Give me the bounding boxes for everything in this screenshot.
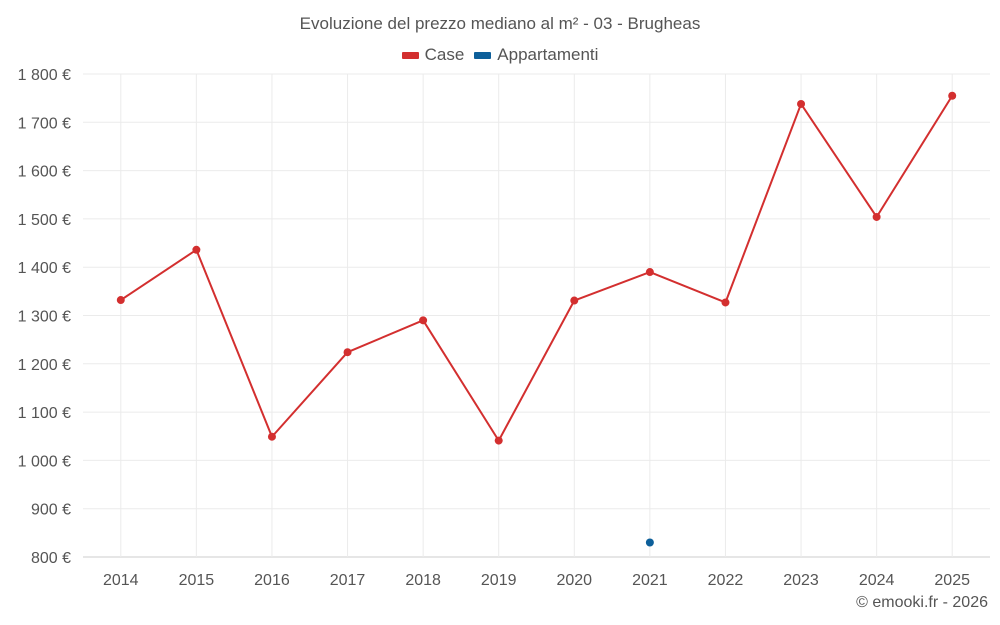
y-tick-label: 800 €: [31, 550, 71, 567]
series-line-case: [120, 95, 954, 442]
data-point-case[interactable]: [570, 296, 579, 305]
y-tick-label: 1 500 €: [18, 212, 71, 229]
data-point-case[interactable]: [494, 436, 503, 445]
x-tick-label: 2015: [179, 572, 215, 589]
x-tick-label: 2020: [556, 572, 592, 589]
data-point-appartamenti[interactable]: [645, 538, 654, 547]
legend-item-case[interactable]: Case: [401, 45, 465, 65]
data-point-case[interactable]: [267, 432, 276, 441]
chart-legend: Case Appartamenti: [0, 45, 1000, 65]
copyright-credit: © emooki.fr - 2026: [856, 594, 988, 611]
y-tick-label: 1 700 €: [18, 115, 71, 132]
legend-label-appartamenti: Appartamenti: [497, 45, 599, 64]
y-tick-label: 900 €: [31, 502, 71, 519]
x-tick-label: 2017: [330, 572, 366, 589]
legend-swatch-appartamenti: [474, 51, 492, 59]
x-tick-label: 2018: [405, 572, 441, 589]
y-tick-label: 1 200 €: [18, 357, 71, 374]
data-point-case[interactable]: [645, 268, 654, 277]
data-point-case[interactable]: [192, 245, 201, 254]
x-tick-label: 2016: [254, 572, 290, 589]
chart-title: Evoluzione del prezzo mediano al m² - 03…: [299, 14, 701, 33]
x-tick-label: 2019: [481, 572, 517, 589]
x-tick-label: 2025: [934, 572, 970, 589]
y-tick-label: 1 600 €: [18, 164, 71, 181]
x-tick-label: 2023: [783, 572, 819, 589]
data-point-case[interactable]: [721, 298, 730, 307]
legend-swatch-case: [401, 51, 419, 59]
x-tick-label: 2014: [103, 572, 139, 589]
data-point-case[interactable]: [116, 296, 125, 305]
data-point-case[interactable]: [797, 99, 806, 108]
x-tick-label: 2024: [859, 572, 895, 589]
y-tick-label: 1 000 €: [18, 453, 71, 470]
data-point-case[interactable]: [872, 212, 881, 221]
x-tick-label: 2022: [708, 572, 744, 589]
y-tick-label: 1 400 €: [18, 260, 71, 277]
legend-item-appartamenti[interactable]: Appartamenti: [474, 45, 598, 65]
legend-label-case: Case: [424, 45, 465, 64]
y-tick-label: 1 800 €: [18, 67, 71, 84]
data-point-case[interactable]: [419, 316, 428, 325]
x-tick-label: 2021: [632, 572, 668, 589]
data-point-case[interactable]: [343, 348, 352, 357]
y-tick-label: 1 100 €: [18, 405, 71, 422]
data-point-case[interactable]: [948, 91, 957, 100]
y-tick-label: 1 300 €: [18, 309, 71, 326]
